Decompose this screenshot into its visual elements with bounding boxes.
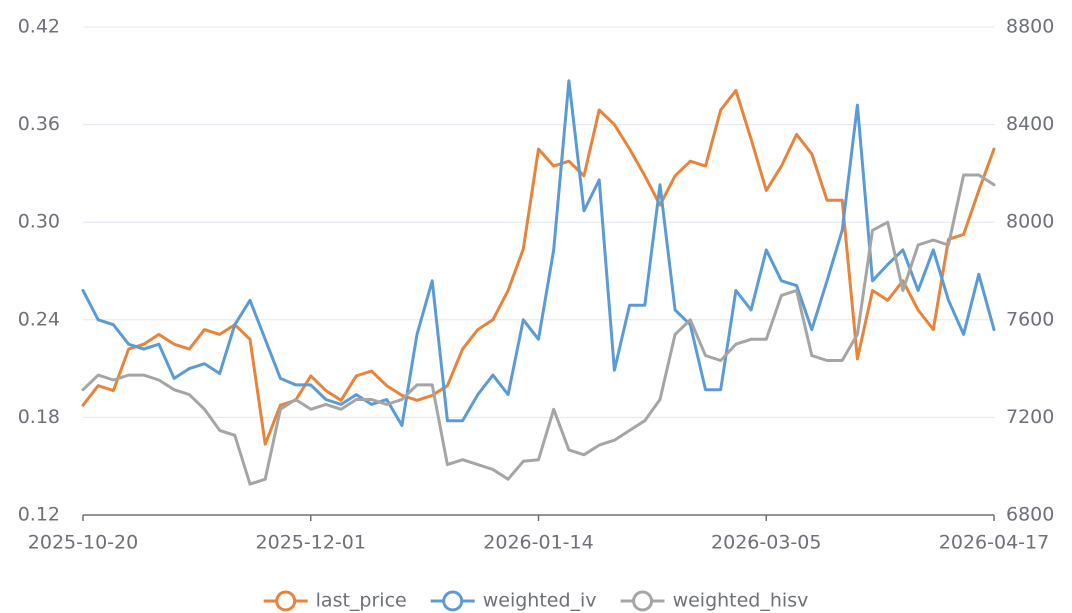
line	[81, 88, 996, 446]
y-tick-label: 0.24	[18, 308, 60, 330]
x-tick-label: 2025-10-20	[28, 532, 138, 554]
y-tick-label: 0.42	[18, 16, 60, 38]
legend-label: weighted_iv	[483, 590, 597, 612]
y-tick-label: 0.18	[18, 406, 60, 428]
line	[81, 173, 996, 486]
legend-icon	[632, 590, 654, 612]
y-tick-label: 0.12	[18, 504, 60, 526]
y2-tick-label: 8000	[1006, 211, 1054, 233]
y2-tick-label: 6800	[1006, 504, 1054, 526]
y-tick-label: 0.36	[18, 113, 60, 135]
y2-tick-label: 7200	[1006, 406, 1054, 428]
x-tick-label: 2025-12-01	[256, 532, 366, 554]
x-tick-label: 2026-01-14	[483, 532, 593, 554]
legend-label: weighted_hisv	[673, 590, 809, 612]
y2-tick-label: 8800	[1006, 16, 1054, 38]
legend-icon	[442, 590, 464, 612]
y2-tick-label: 7600	[1006, 308, 1054, 330]
x-tick-label: 2026-03-05	[711, 532, 821, 554]
legend-icon	[275, 590, 297, 612]
line	[81, 79, 996, 427]
y2-tick-label: 8400	[1006, 113, 1054, 135]
legend-label: last_price	[316, 590, 407, 612]
y-tick-label: 0.30	[18, 211, 60, 233]
x-tick-label: 2026-04-17	[939, 532, 1049, 554]
